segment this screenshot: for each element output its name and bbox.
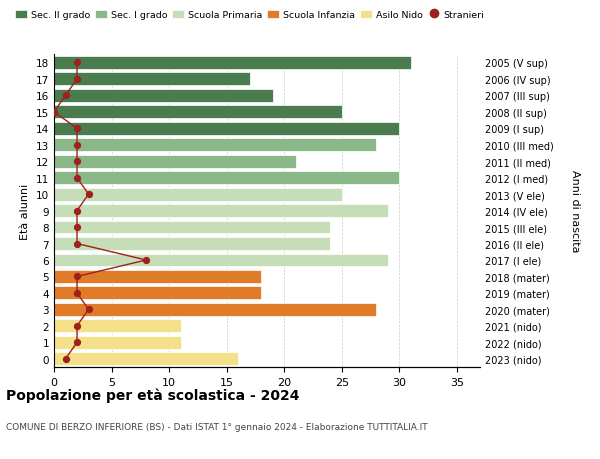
Point xyxy=(72,207,82,215)
Bar xyxy=(54,353,238,365)
Point xyxy=(49,109,59,116)
Bar xyxy=(54,238,331,251)
Point xyxy=(72,142,82,149)
Bar xyxy=(54,205,388,218)
Bar xyxy=(54,303,376,316)
Bar xyxy=(54,270,261,283)
Text: COMUNE DI BERZO INFERIORE (BS) - Dati ISTAT 1° gennaio 2024 - Elaborazione TUTTI: COMUNE DI BERZO INFERIORE (BS) - Dati IS… xyxy=(6,422,428,431)
Point xyxy=(72,290,82,297)
Point xyxy=(61,355,70,363)
Point xyxy=(72,174,82,182)
Bar xyxy=(54,123,400,135)
Bar xyxy=(54,320,181,332)
Point xyxy=(72,339,82,346)
Text: Popolazione per età scolastica - 2024: Popolazione per età scolastica - 2024 xyxy=(6,388,299,403)
Bar xyxy=(54,57,411,70)
Bar xyxy=(54,172,400,185)
Point xyxy=(72,241,82,248)
Bar xyxy=(54,139,376,152)
Bar xyxy=(54,73,250,86)
Bar xyxy=(54,254,388,267)
Y-axis label: Età alunni: Età alunni xyxy=(20,183,31,239)
Bar xyxy=(54,188,342,201)
Point xyxy=(84,306,94,313)
Point xyxy=(72,224,82,231)
Point xyxy=(72,125,82,133)
Bar xyxy=(54,90,273,102)
Point xyxy=(72,323,82,330)
Bar xyxy=(54,221,331,234)
Point xyxy=(142,257,151,264)
Point xyxy=(72,76,82,84)
Point xyxy=(72,60,82,67)
Bar xyxy=(54,106,342,119)
Point xyxy=(61,92,70,100)
Point xyxy=(72,273,82,280)
Point xyxy=(84,191,94,198)
Bar xyxy=(54,287,261,300)
Point xyxy=(72,158,82,166)
Bar xyxy=(54,156,296,168)
Bar xyxy=(54,336,181,349)
Legend: Sec. II grado, Sec. I grado, Scuola Primaria, Scuola Infanzia, Asilo Nido, Stran: Sec. II grado, Sec. I grado, Scuola Prim… xyxy=(11,7,488,24)
Y-axis label: Anni di nascita: Anni di nascita xyxy=(570,170,580,252)
